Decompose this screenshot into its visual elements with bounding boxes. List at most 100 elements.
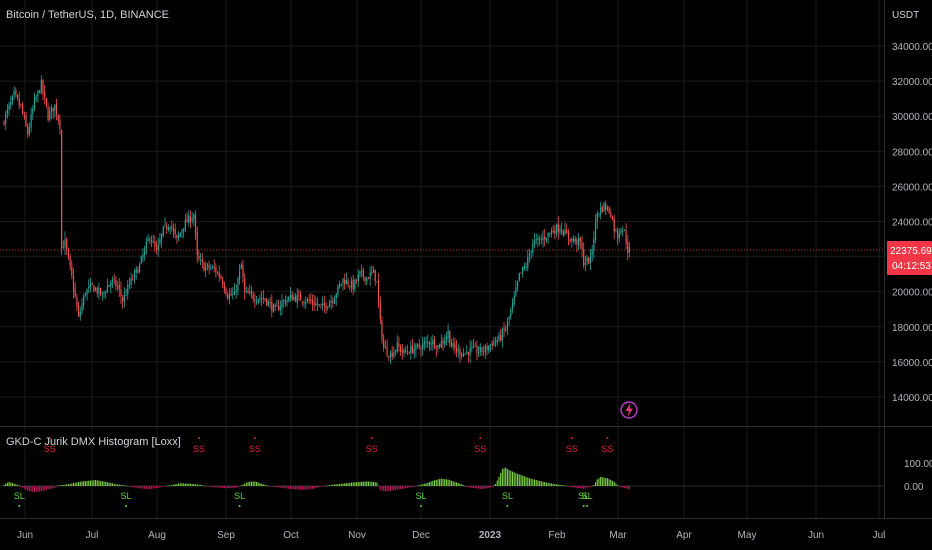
histogram-bar [257, 482, 259, 486]
candle-body [20, 103, 22, 106]
histogram-bar [464, 486, 466, 487]
candle-body [228, 294, 231, 299]
lightning-bolt-icon[interactable] [620, 401, 638, 419]
candle-body [606, 207, 609, 210]
histogram-bar [186, 483, 188, 486]
candle-body [344, 279, 346, 285]
histogram-bar [327, 485, 329, 487]
candle-body [403, 349, 405, 354]
histogram-bar [267, 485, 269, 487]
histogram-bar [503, 468, 505, 486]
time-axis-label: Aug [148, 530, 166, 541]
candle-body [347, 281, 349, 286]
candle-body [55, 103, 58, 115]
candle-body [294, 296, 297, 302]
currency-label: USDT [892, 10, 920, 21]
candle-body [357, 274, 359, 281]
histogram-bar [76, 482, 78, 486]
histogram-bar [150, 486, 153, 489]
short-signal-dot [570, 437, 573, 439]
candle-body [327, 306, 329, 309]
candle-body [286, 299, 288, 303]
histogram-bar [471, 486, 473, 488]
candle-body [476, 346, 478, 354]
histogram-bar [523, 476, 525, 486]
candle-body [452, 343, 454, 347]
candle-body [61, 130, 63, 248]
histogram-bar [164, 486, 166, 487]
histogram-bar [432, 480, 434, 486]
candle-body [161, 234, 163, 241]
short-signal-label: SS [366, 444, 378, 454]
candle-body [108, 284, 110, 287]
histogram-bar [298, 486, 300, 490]
histogram-bar [169, 485, 171, 486]
histogram-bar [539, 480, 541, 486]
histogram-bar [118, 484, 120, 486]
histogram-bar [10, 482, 12, 486]
histogram-bar [586, 486, 588, 488]
candle-body [293, 296, 295, 300]
candle-body [523, 266, 525, 269]
candle-body [288, 297, 290, 301]
candle-body [16, 95, 19, 99]
histogram-bar [564, 485, 566, 487]
histogram-bar [342, 483, 344, 486]
histogram-bar [42, 486, 44, 491]
candle-body [59, 119, 61, 129]
histogram-bar [105, 481, 107, 486]
histogram-bar [574, 486, 576, 488]
candle-body [413, 349, 415, 354]
candle-body [418, 344, 420, 348]
histogram-bar [618, 486, 620, 487]
candle-body [123, 294, 125, 302]
histogram-bar [625, 486, 627, 489]
candle-body [118, 284, 120, 290]
histogram-bar [376, 482, 378, 486]
candle-body [447, 330, 449, 338]
histogram-bar [347, 482, 349, 486]
candle-body [411, 345, 414, 353]
histogram-bar [364, 481, 366, 486]
histogram-bar [228, 486, 230, 489]
histogram-bar [361, 481, 363, 486]
histogram-bar [188, 483, 190, 486]
histogram-bar [561, 485, 563, 486]
candle-body [613, 218, 615, 232]
candle-body [532, 243, 534, 253]
candle-body [439, 344, 441, 347]
histogram-bar [193, 484, 195, 486]
candle-body [552, 230, 554, 233]
histogram-bar [78, 482, 80, 486]
time-axis-label: Feb [548, 530, 566, 541]
histogram-bar [147, 486, 149, 490]
current-price-value: 22375.69 [890, 246, 932, 257]
histogram-bar [608, 479, 610, 486]
histogram-bar [613, 481, 615, 486]
histogram-bar [181, 483, 183, 486]
candle-body [27, 126, 29, 135]
histogram-bar [483, 486, 485, 489]
candle-body [32, 108, 34, 115]
histogram-bar [242, 484, 244, 486]
histogram-bar [345, 483, 347, 486]
histogram-bar [256, 481, 258, 486]
candle-body [67, 249, 70, 257]
long-signal-dot [586, 505, 589, 507]
histogram-bar [132, 486, 134, 488]
candle-body [240, 264, 242, 270]
histogram-bar [439, 479, 441, 486]
candle-body [394, 350, 397, 352]
candle-body [369, 272, 371, 279]
candle-body [518, 272, 520, 281]
histogram-bar [50, 486, 53, 489]
candle-body [276, 305, 278, 307]
histogram-bar [433, 480, 436, 486]
histogram-bar [5, 483, 7, 486]
histogram-bar [111, 483, 114, 486]
candle-body [508, 316, 510, 320]
histogram-bar [308, 486, 310, 490]
histogram-bar [356, 482, 358, 486]
histogram-bar [417, 485, 419, 487]
